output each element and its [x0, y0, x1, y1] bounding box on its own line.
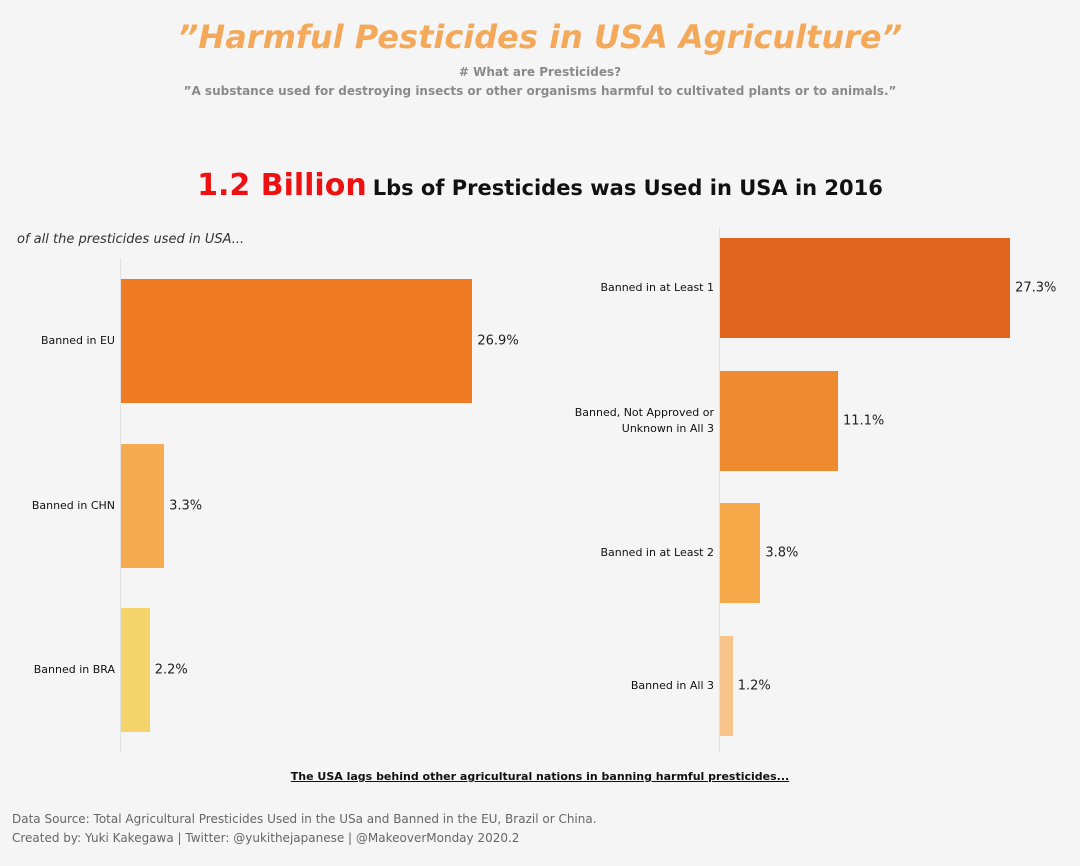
category-label: Banned in BRA — [33, 663, 115, 676]
category-label: Banned in All 3 — [630, 679, 714, 693]
value-label: 11.1% — [842, 413, 885, 429]
value-label: 1.2% — [737, 678, 771, 694]
question: # What are Presticides? — [458, 65, 622, 79]
headline-text: Lbs of Presticides was Used in USA in 20… — [372, 176, 883, 200]
axis-line — [120, 258, 121, 752]
axis-line — [719, 228, 720, 752]
bar — [121, 608, 150, 732]
value-label: 27.3% — [1015, 280, 1057, 296]
credit: Created by: Yuki Kakegawa | Twitter: @yu… — [12, 831, 520, 845]
headline: 1.2 Billion Lbs of Presticides was Used i… — [0, 168, 1080, 203]
category-label: Banned in CHN — [31, 498, 115, 512]
value-label: 3.8% — [765, 545, 799, 561]
note: The USA lags behind other agricultural n… — [290, 770, 790, 783]
chart-subtitle: of all the presticides used in USA... — [17, 232, 245, 247]
value-label: 26.9% — [477, 333, 519, 349]
bar — [720, 636, 733, 737]
category-label: Banned in EU — [40, 334, 115, 347]
value-label: 2.2% — [154, 662, 188, 678]
headline-highlight: 1.2 Billion — [197, 168, 367, 203]
bar — [121, 443, 165, 568]
category-label: Banned in at Least 1 — [600, 281, 714, 294]
bar — [720, 238, 1011, 338]
category-label: Banned in at Least 2 — [600, 546, 714, 560]
source: Data Source: Total Agricultural Prestici… — [12, 812, 597, 826]
bar — [121, 279, 473, 403]
value-label: 3.3% — [169, 498, 203, 513]
category-label: Banned, Not Approved or Unknown in All 3 — [574, 405, 714, 435]
bar — [720, 503, 761, 604]
bar — [720, 370, 838, 471]
definition: ”A substance used for destroying insects… — [183, 84, 897, 98]
title: ”Harmful Pesticides in USA Agriculture” — [177, 18, 903, 56]
